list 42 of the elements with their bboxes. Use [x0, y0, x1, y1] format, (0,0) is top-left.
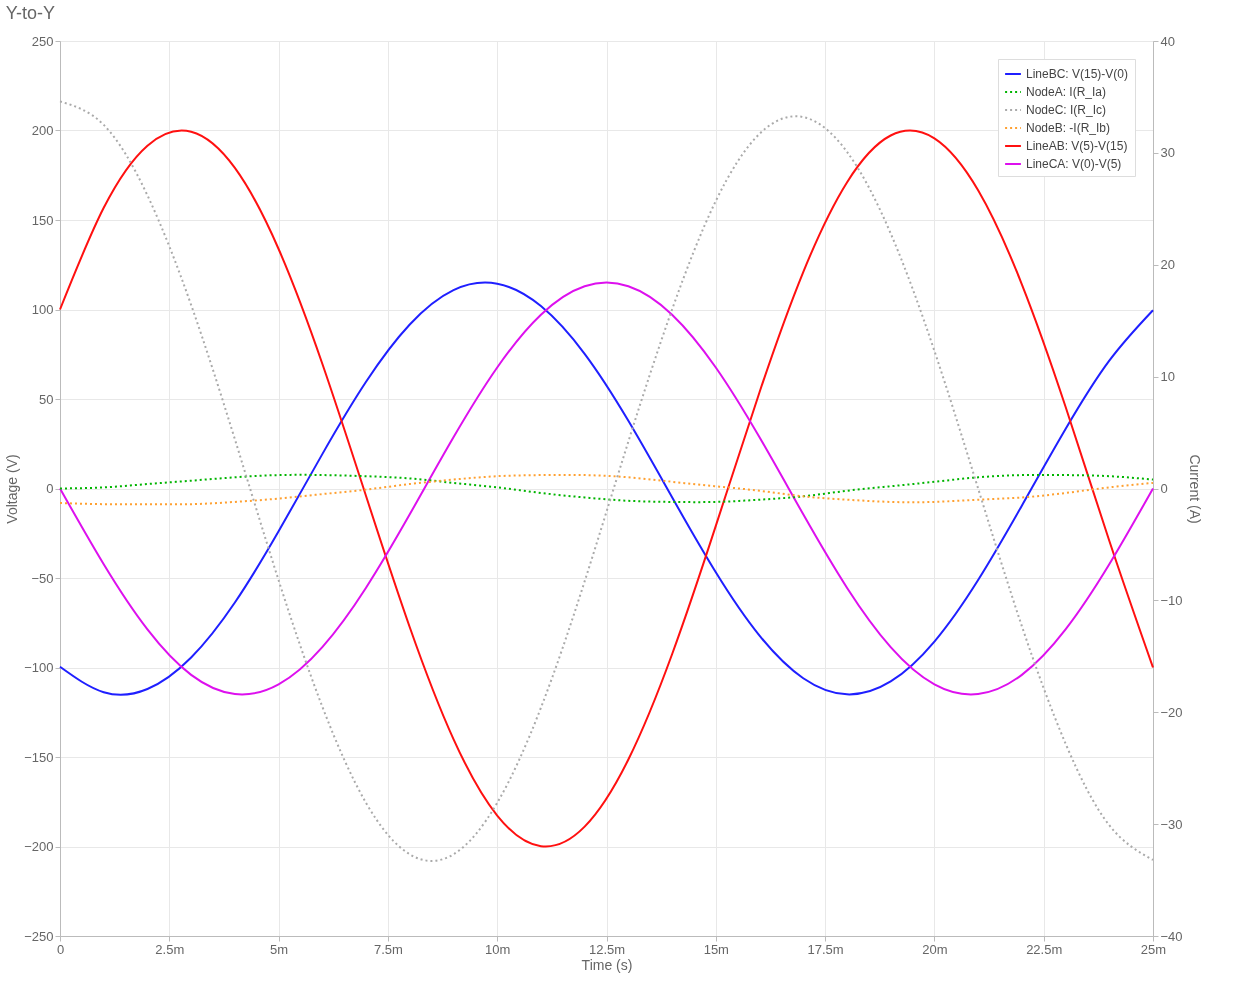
y2-tick-label: −30 — [1160, 816, 1183, 832]
legend-label: NodeA: I(R_Ia) — [1026, 85, 1107, 99]
y-tick-label: −250 — [24, 928, 54, 944]
y-tick-label: 200 — [31, 123, 54, 138]
y-tick-label: 50 — [39, 391, 54, 407]
y-tick-label: −50 — [31, 570, 54, 586]
y-tick-label: 100 — [31, 302, 54, 317]
x-tick-label: 10m — [485, 941, 511, 957]
x-axis-title: Time (s) — [581, 956, 633, 973]
y-tick-label: −100 — [24, 660, 54, 675]
y2-tick-label: 20 — [1160, 257, 1175, 273]
x-tick-label: 17.5m — [807, 941, 844, 957]
y-tick-label: −200 — [24, 839, 54, 854]
y2-tick-label: 0 — [1160, 481, 1168, 496]
x-tick-label: 22.5m — [1026, 941, 1063, 957]
y2-axis-title: Current (A) — [1186, 454, 1203, 524]
legend-label: LineAB: V(5)-V(15) — [1026, 139, 1128, 153]
legend-label: NodeC: I(R_Ic) — [1026, 103, 1107, 117]
y2-tick-label: 40 — [1160, 33, 1175, 49]
y-axis-title: Voltage (V) — [4, 454, 21, 524]
line-series — [59, 282, 1154, 696]
y-tick-label: 150 — [31, 212, 54, 228]
x-tick-label: 15m — [703, 941, 729, 957]
x-tick-label: 7.5m — [373, 941, 403, 957]
x-tick-label: 20m — [922, 941, 948, 957]
x-tick-label: 25m — [1140, 941, 1167, 957]
y2-tick-label: −40 — [1160, 928, 1183, 944]
y2-tick-label: 10 — [1160, 369, 1175, 385]
x-tick-label: 5m — [270, 941, 289, 957]
legend-label: LineBC: V(15)-V(0) — [1026, 67, 1129, 81]
chart-title: Y-to-Y — [5, 3, 56, 23]
y2-tick-label: 30 — [1160, 145, 1175, 161]
y-tick-label: −150 — [24, 749, 54, 765]
legend-label: NodeB: -I(R_Ib) — [1026, 121, 1111, 135]
y2-tick-label: −20 — [1160, 704, 1183, 720]
x-tick-label: 12.5m — [588, 941, 626, 957]
x-tick-label: 0 — [56, 941, 65, 957]
x-tick-label: 2.5m — [155, 941, 185, 957]
legend-label: LineCA: V(0)-V(5) — [1026, 157, 1122, 171]
y-tick-label: 250 — [31, 33, 54, 49]
y-tick-label: 0 — [46, 481, 54, 496]
y2-tick-label: −10 — [1160, 592, 1183, 608]
